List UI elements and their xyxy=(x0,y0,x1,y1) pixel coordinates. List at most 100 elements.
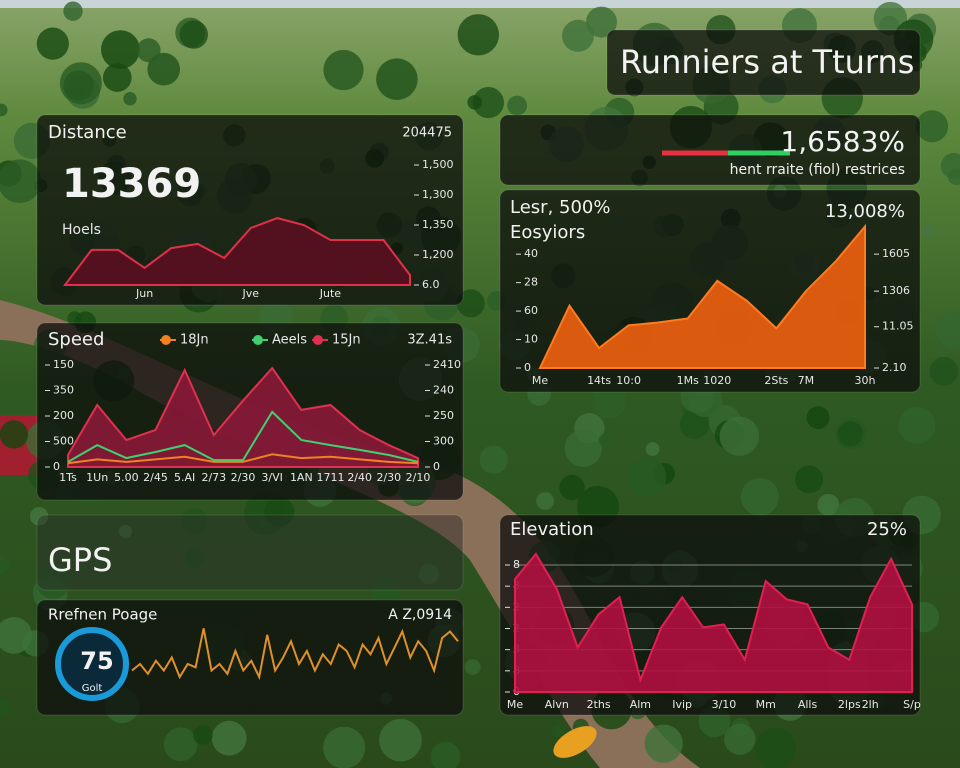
stat: 13369 xyxy=(62,161,201,207)
x-tick-label: 2lh xyxy=(862,698,879,711)
x-tick-label: 2ths xyxy=(587,698,611,711)
tick-label: 6.0 xyxy=(422,278,440,291)
stat-label: Hoels xyxy=(62,222,101,238)
legend-dot xyxy=(161,335,171,345)
x-tick-label: Me xyxy=(507,698,523,711)
tree xyxy=(163,727,198,762)
panel-title: Lesr, 500% xyxy=(510,197,610,218)
tick-label: 200 xyxy=(53,409,74,422)
tick-label: 150 xyxy=(53,358,74,371)
tree xyxy=(644,724,683,763)
tick-label: 300 xyxy=(433,435,454,448)
x-tick-label: 1Un xyxy=(86,471,108,484)
x-tick-label: 2/10 xyxy=(406,471,431,484)
tick-label: 1306 xyxy=(882,284,910,297)
tree xyxy=(147,52,180,86)
panel-title: Rrefnen Poage xyxy=(48,606,157,624)
legend-label: 18Jn xyxy=(180,333,209,348)
tree xyxy=(418,563,439,585)
panel-subtitle: Eosyiors xyxy=(510,222,585,243)
tree xyxy=(898,406,936,444)
line xyxy=(67,410,419,463)
header-panel xyxy=(606,29,921,96)
tree xyxy=(507,95,528,116)
trace-panel xyxy=(36,599,464,716)
tree xyxy=(36,564,71,599)
sky xyxy=(0,0,960,8)
area xyxy=(62,217,411,286)
x-tick-label: 1Ts xyxy=(59,471,77,484)
tree xyxy=(457,14,499,56)
tree xyxy=(564,429,602,467)
tree xyxy=(323,49,364,91)
tree xyxy=(724,723,756,755)
x-tick-label: 14ts xyxy=(587,374,611,387)
tree xyxy=(456,289,485,318)
tick-label: 240 xyxy=(433,384,454,397)
tick-label: 0 xyxy=(53,460,60,473)
tick-label: 1,200 xyxy=(422,248,454,261)
tree xyxy=(379,718,422,762)
tick-label: 0 xyxy=(433,460,440,473)
tree xyxy=(754,727,797,768)
tree xyxy=(806,406,830,430)
x-tick-label: Alls xyxy=(798,698,818,711)
legend-label: Aeels xyxy=(272,333,307,348)
tree xyxy=(184,548,205,568)
tree xyxy=(29,507,49,526)
tick-label: 1605 xyxy=(882,247,910,260)
tree xyxy=(136,38,161,63)
x-tick-label: 2/30 xyxy=(376,471,401,484)
x-tick-label: 2/73 xyxy=(201,471,226,484)
corner-label: 25% xyxy=(867,519,907,540)
x-tick-label: Alm xyxy=(630,698,651,711)
area xyxy=(514,552,913,693)
tick-label: 500 xyxy=(53,435,74,448)
tree xyxy=(915,110,949,143)
tree xyxy=(370,577,400,608)
x-tick-label: 5.AI xyxy=(174,471,195,484)
tree xyxy=(59,62,102,105)
tree xyxy=(430,741,461,768)
tree xyxy=(645,442,660,456)
tick-label: 28 xyxy=(524,276,538,289)
corner-label: A Z,0914 xyxy=(388,607,452,623)
tree xyxy=(740,477,779,516)
tree xyxy=(0,159,42,203)
tree xyxy=(180,508,208,535)
gauge-ring xyxy=(55,627,129,701)
x-tick-label: 2Sts xyxy=(764,374,788,387)
x-tick-label: 30h xyxy=(855,374,876,387)
gauge-value: 75 xyxy=(80,647,113,675)
tree xyxy=(586,6,617,38)
tick-label: 60 xyxy=(524,304,538,317)
x-tick-label: Jun xyxy=(135,287,153,300)
corner-label: 3Z.41s xyxy=(407,333,452,348)
x-tick-label: 2lps xyxy=(838,698,861,711)
tree xyxy=(0,556,10,575)
x-tick-label: Mm xyxy=(756,698,776,711)
corner-label: 204475 xyxy=(402,126,452,141)
tick-label: 1,500 xyxy=(422,158,454,171)
tree xyxy=(264,496,295,527)
tree xyxy=(36,27,69,60)
gauge-label: Golt xyxy=(82,683,103,694)
x-tick-label: Jve xyxy=(242,287,260,300)
tree xyxy=(479,445,508,474)
line xyxy=(67,453,419,465)
x-tick-label: 1AN xyxy=(290,471,313,484)
gps-panel xyxy=(36,514,464,591)
panel-title: Elevation xyxy=(510,519,594,540)
tick-label: 250 xyxy=(433,409,454,422)
tick-label: 8 xyxy=(513,558,520,571)
x-tick-label: Ivip xyxy=(672,698,692,711)
tree xyxy=(193,725,213,745)
summary-caption: hent rraite (fiol) restrices xyxy=(730,162,905,178)
x-tick-label: 1711 xyxy=(317,471,345,484)
panel-title: Distance xyxy=(48,122,127,143)
x-tick-label: 2/45 xyxy=(143,471,168,484)
gps-title: GPS xyxy=(48,541,112,579)
tree xyxy=(551,724,565,738)
tick-label: 11.05 xyxy=(882,320,914,333)
